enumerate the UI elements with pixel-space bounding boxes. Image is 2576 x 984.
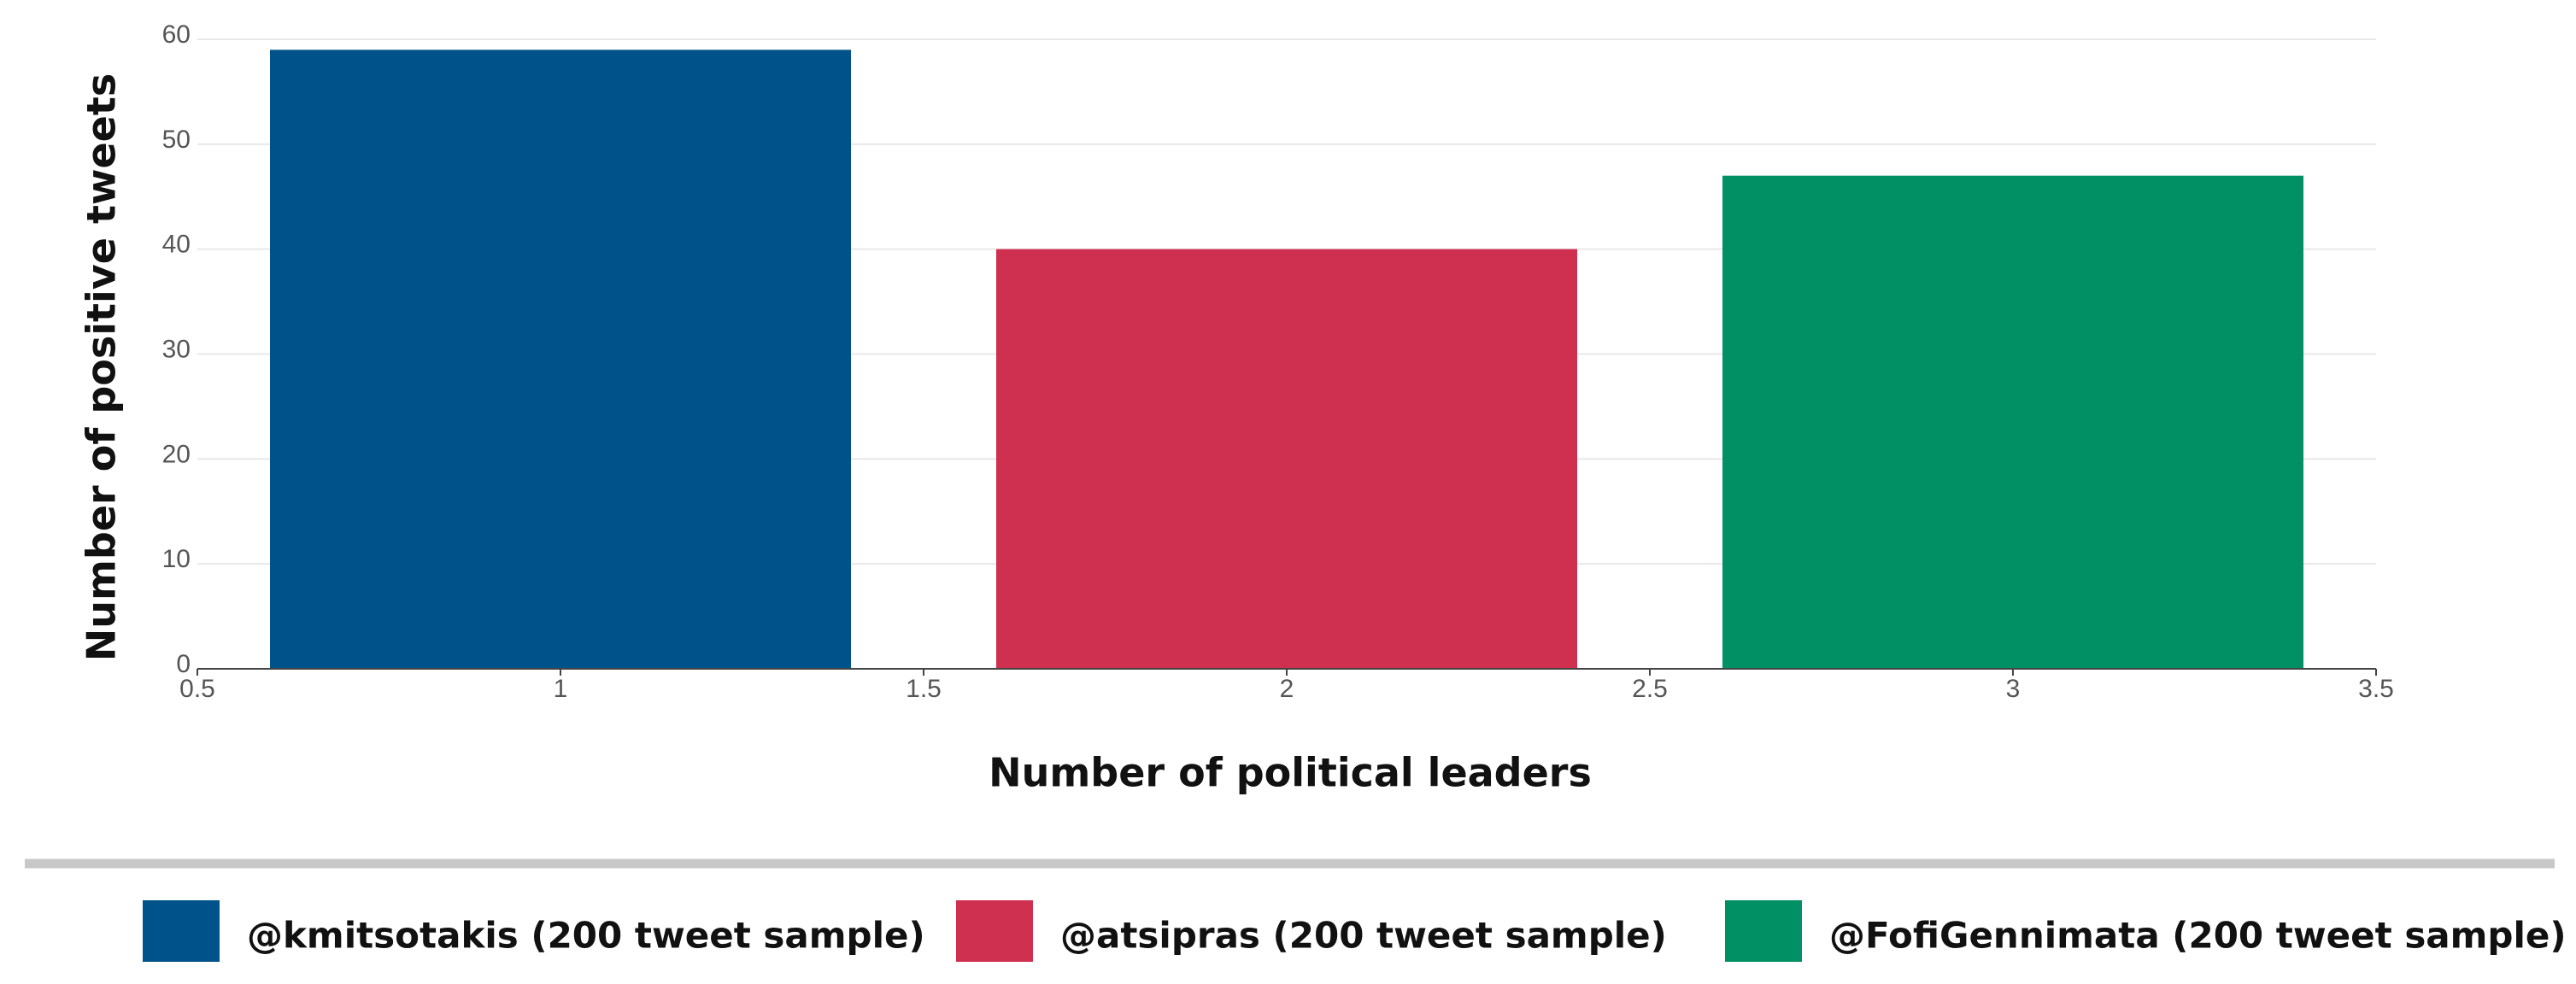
y-tick-label: 20 xyxy=(162,440,191,468)
x-tick-label: 1 xyxy=(554,675,568,703)
bar xyxy=(270,50,851,670)
x-tick-label: 2.5 xyxy=(1632,675,1668,703)
x-tick-label: 0.5 xyxy=(179,675,215,703)
x-tick-label: 3.5 xyxy=(2358,675,2394,703)
x-tick-label: 1.5 xyxy=(906,675,942,703)
y-tick-label: 40 xyxy=(162,231,191,259)
bar xyxy=(1722,175,2303,669)
y-tick-label: 10 xyxy=(162,545,191,573)
legend-swatch xyxy=(956,900,1033,962)
x-axis-title: Number of political leaders xyxy=(989,750,1592,796)
legend-label: @FofiGennimata (200 tweet sample) xyxy=(1829,915,2567,957)
y-tick-label: 60 xyxy=(162,20,191,49)
bar xyxy=(996,249,1577,669)
y-axis-title: Number of positive tweets xyxy=(79,73,125,662)
x-tick-label: 2 xyxy=(1280,675,1294,703)
y-tick-label: 30 xyxy=(162,335,191,363)
y-tick-label: 50 xyxy=(162,126,191,154)
legend-swatch xyxy=(1725,900,1802,962)
y-tick-label: 0 xyxy=(176,650,191,678)
x-tick-label: 3 xyxy=(2006,675,2021,703)
legend-label: @atsipras (200 tweet sample) xyxy=(1060,915,1667,957)
legend-label: @kmitsotakis (200 tweet sample) xyxy=(247,915,925,957)
legend-swatch xyxy=(143,900,220,962)
